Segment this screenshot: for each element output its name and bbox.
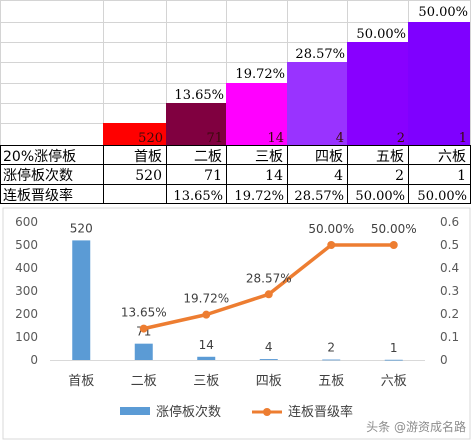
staircase-count-label: 2 (397, 131, 405, 146)
bar-四板 (259, 359, 278, 360)
bar-value-label: 1 (390, 341, 398, 355)
bar-value-label: 14 (199, 338, 214, 352)
staircase-bar-6 (408, 22, 470, 145)
staircase-rate-label: 50.00% (356, 27, 406, 42)
staircase-rate-label: 28.57% (295, 47, 345, 62)
bar-首板 (72, 240, 91, 360)
spreadsheet-table: 52013.65%7119.72%1428.57%450.00%250.00%1… (0, 0, 471, 204)
staircase-count-label: 1 (459, 131, 467, 146)
rate-value-label: 28.57% (246, 271, 292, 285)
x-category-label: 三板 (193, 374, 219, 389)
rate-value-label: 19.72% (183, 292, 229, 306)
staircase-count-label: 14 (267, 131, 284, 146)
left-axis-tick: 400 (15, 261, 38, 275)
left-axis-tick: 500 (15, 238, 38, 252)
watermark: 头条 @游资成名路 (366, 419, 466, 434)
staircase-bar-4 (287, 62, 347, 145)
staircase-bar-5 (347, 42, 408, 145)
staircase-count-label: 520 (138, 131, 163, 146)
staircase-count-label: 71 (206, 131, 223, 146)
x-category-label: 六板 (381, 374, 407, 389)
bar-value-label: 2 (327, 341, 335, 355)
right-axis-tick: 0.6 (440, 215, 459, 229)
table-count-cell: 2 (395, 168, 404, 184)
table-count-cell: 1 (457, 168, 466, 184)
x-category-label: 首板 (68, 374, 94, 389)
table-stage-label: 五板 (376, 149, 404, 165)
table-count-cell: 520 (135, 168, 162, 184)
table-rate-cell: 28.57% (294, 189, 344, 204)
table-row-label: 20%涨停板 (3, 148, 76, 165)
table-row-label: 连板晋级率 (3, 187, 73, 204)
legend-bar-label: 涨停板次数 (156, 404, 221, 420)
staircase-rate-label: 50.00% (418, 5, 468, 20)
legend-line-marker (263, 408, 271, 416)
left-axis-tick: 600 (15, 215, 38, 229)
staircase-bar-2 (166, 103, 226, 145)
x-category-label: 五板 (318, 374, 344, 389)
table-rate-cell: 19.72% (234, 189, 284, 204)
bar-五板 (322, 359, 341, 361)
left-axis-tick: 200 (15, 307, 38, 321)
table-count-cell: 71 (204, 168, 222, 184)
staircase-rate-label: 13.65% (174, 88, 224, 103)
left-axis-tick: 300 (15, 284, 38, 298)
bar-二板 (134, 343, 153, 360)
table-stage-label: 四板 (315, 149, 343, 165)
bar-value-label: 4 (265, 340, 273, 354)
right-axis-tick: 0 (440, 353, 448, 367)
table-border (0, 145, 471, 204)
rate-point (327, 241, 336, 249)
staircase-count-label: 4 (336, 131, 344, 146)
left-axis-tick: 0 (30, 353, 38, 367)
rate-value-label: 50.00% (371, 222, 417, 236)
table-stage-label: 六板 (438, 149, 466, 165)
table-rate-cell: 50.00% (417, 189, 467, 204)
staircase-bar-1 (103, 123, 166, 145)
rate-value-label: 13.65% (121, 306, 167, 320)
staircase-bar-3 (226, 83, 287, 145)
combo-chart: 0 100 200 300 400 500 600 0 0.1 0.2 0.3 0.4 0.5 0.6 52… (2, 207, 471, 440)
x-category-label: 二板 (131, 374, 157, 389)
table-row-label: 涨停板次数 (3, 167, 73, 184)
table-stage-label: 二板 (194, 149, 222, 165)
table-rate-cell: 13.65% (173, 189, 223, 204)
rate-value-label: 50.00% (308, 222, 354, 236)
rate-point (264, 290, 273, 299)
bar-value-label: 520 (70, 221, 93, 235)
table-stage-label: 首板 (134, 149, 162, 165)
right-axis-tick: 0.2 (440, 307, 459, 321)
table-count-cell: 14 (265, 168, 283, 184)
table-count-cell: 4 (334, 168, 343, 184)
table-rate-cell: 50.00% (355, 189, 405, 204)
rate-point (139, 324, 148, 333)
x-category-label: 四板 (256, 374, 282, 389)
left-axis-tick: 100 (15, 330, 38, 344)
rate-point (202, 310, 211, 319)
staircase-rate-label: 19.72% (235, 67, 285, 82)
table-stage-label: 三板 (255, 149, 283, 165)
legend-line-label: 连板晋级率 (288, 404, 353, 420)
right-axis-tick: 0.1 (440, 330, 459, 344)
right-axis-tick: 0.3 (440, 284, 459, 298)
right-axis-tick: 0.5 (440, 238, 459, 252)
right-axis-tick: 0.4 (440, 261, 459, 275)
bar-六板 (384, 359, 403, 361)
legend-bar-swatch (120, 407, 150, 415)
rate-point (389, 241, 398, 249)
bar-三板 (197, 356, 216, 360)
